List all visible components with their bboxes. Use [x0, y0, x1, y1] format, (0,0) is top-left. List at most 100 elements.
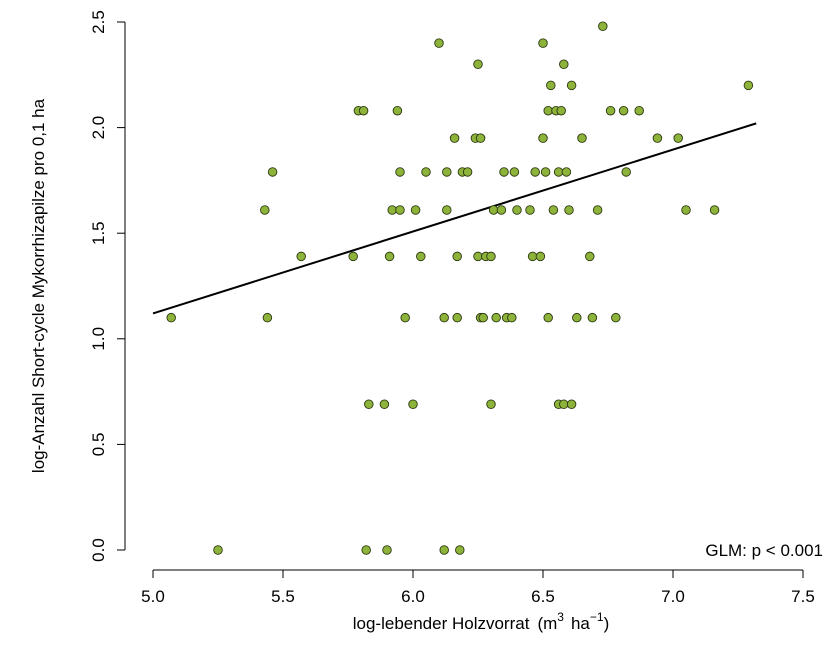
data-point: [442, 205, 452, 215]
y-tick-label: 0.0: [89, 538, 108, 562]
x-tick-label: 7.0: [661, 587, 685, 606]
data-point: [488, 205, 499, 215]
data-point: [559, 399, 569, 410]
data-point: [572, 312, 582, 323]
data-point: [486, 251, 496, 262]
data-point: [592, 205, 603, 215]
x-axis-title: log-lebender Holzvorrat (m3 ha−1): [353, 610, 610, 633]
data-point: [585, 251, 595, 262]
data-point: [527, 251, 538, 262]
data-point: [709, 205, 720, 215]
data-point: [213, 545, 223, 555]
data-point: [400, 312, 410, 323]
x-tick-label: 6.0: [401, 587, 425, 606]
data-point: [384, 251, 395, 262]
data-point: [387, 205, 397, 215]
data-point: [507, 312, 517, 323]
x-axis-label: log-lebender Holzvorrat: [353, 614, 530, 633]
data-point: [395, 167, 405, 177]
data-point: [652, 133, 663, 143]
data-point: [361, 545, 371, 555]
data-point: [486, 399, 496, 410]
data-point: [392, 105, 403, 116]
data-point: [566, 80, 577, 91]
data-point: [296, 251, 306, 262]
x-tick-label: 7.5: [791, 587, 815, 606]
x-axis-unit-m: m: [543, 614, 557, 633]
data-point: [358, 105, 369, 116]
regression-line: [152, 122, 757, 315]
data-point: [416, 251, 426, 262]
y-ticks: 0.0 0.5 1.0 1.5 2.0 2.5: [89, 10, 125, 562]
data-point: [434, 38, 444, 48]
data-point: [379, 399, 390, 410]
data-point: [561, 167, 572, 177]
y-tick-label: 0.5: [89, 433, 108, 457]
glm-annotation: GLM: p < 0.001: [705, 541, 823, 560]
data-point: [395, 205, 405, 215]
data-point: [449, 133, 460, 143]
data-point: [473, 251, 483, 262]
data-point: [618, 105, 629, 116]
data-point: [496, 205, 507, 215]
x-tick-label: 5.5: [271, 587, 295, 606]
data-point: [605, 105, 616, 116]
data-point: [559, 59, 569, 69]
data-point: [548, 205, 559, 215]
x-axis-unit-sup2: −1: [590, 610, 604, 624]
x-axis-unit-sup1: 3: [557, 610, 564, 624]
data-point: [598, 21, 608, 31]
data-point: [260, 205, 270, 215]
x-tick-label: 6.5: [531, 587, 555, 606]
data-point: [530, 167, 540, 177]
data-point: [543, 105, 553, 116]
data-point: [478, 312, 488, 323]
data-point: [538, 133, 548, 143]
data-point: [262, 312, 273, 323]
data-point: [553, 167, 564, 177]
data-point: [455, 545, 465, 555]
data-point: [540, 167, 551, 177]
data-point: [621, 167, 631, 177]
axes-group: 5.0 5.5 6.0 6.5 7.0 7.5 0.0 0.5 1.0 1.5 2.0 2.5: [89, 10, 815, 606]
x-tick-label: 5.0: [141, 587, 165, 606]
data-point: [348, 251, 358, 262]
data-point: [442, 167, 452, 177]
x-axis-unit-ha: ha: [571, 614, 590, 633]
data-point: [439, 312, 449, 323]
data-point: [499, 167, 509, 177]
data-point: [587, 312, 598, 323]
data-point: [743, 80, 754, 91]
data-point: [452, 312, 462, 323]
data-point: [673, 133, 683, 143]
data-point: [546, 80, 556, 91]
data-point: [421, 167, 431, 177]
data-point: [566, 399, 577, 410]
data-point: [491, 312, 501, 323]
data-point: [462, 167, 473, 177]
y-tick-label: 2.5: [89, 10, 108, 34]
data-point: [564, 205, 574, 215]
data-point: [473, 59, 483, 69]
y-tick-label: 2.0: [89, 116, 108, 140]
data-point: [408, 399, 418, 410]
data-point: [538, 38, 548, 48]
data-point: [577, 133, 587, 143]
x-ticks: 5.0 5.5 6.0 6.5 7.0 7.5: [141, 570, 815, 606]
data-point: [543, 312, 553, 323]
data-point: [382, 545, 392, 555]
data-point: [512, 205, 522, 215]
y-axis-title: log-Anzahl Short-cycle Mykorrhizapilze p…: [29, 98, 48, 473]
data-point: [611, 312, 621, 323]
data-point: [535, 251, 546, 262]
data-point: [364, 399, 374, 410]
data-point: [509, 167, 520, 177]
data-point: [634, 105, 644, 116]
data-points: [166, 21, 754, 555]
data-point: [681, 205, 691, 215]
data-point: [267, 167, 278, 177]
data-point: [452, 251, 462, 262]
data-point: [556, 105, 566, 116]
data-point: [410, 205, 421, 215]
